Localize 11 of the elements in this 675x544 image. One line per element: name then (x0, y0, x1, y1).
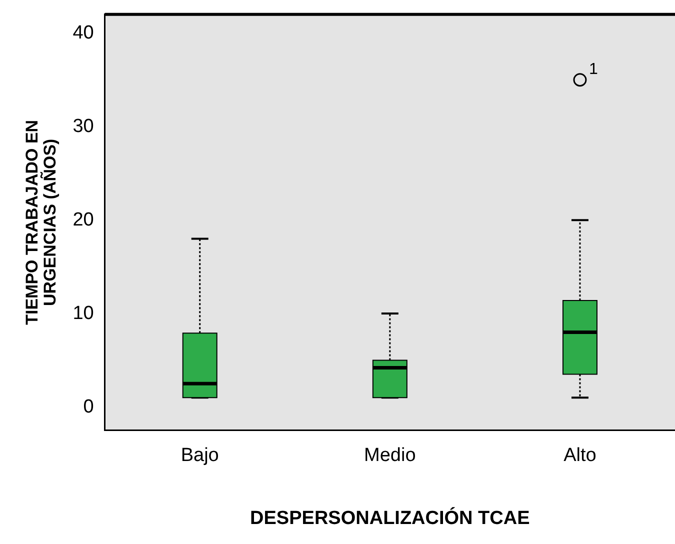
x-tick-label: Medio (364, 445, 416, 466)
y-tick-label: 0 (83, 396, 94, 418)
y-axis-title: TIEMPO TRABAJADO EN URGENCIAS (AÑOS) (22, 120, 60, 325)
x-axis-title: DESPERSONALIZACIÓN TCAE (250, 506, 530, 529)
annotation: 1 (588, 61, 598, 78)
y-tick-label: 10 (72, 302, 94, 324)
y-tick-label: 40 (72, 22, 94, 44)
x-tick-label: Bajo (180, 445, 219, 466)
x-tick-label: Alto (564, 445, 596, 466)
y-tick-label: 20 (72, 209, 94, 230)
y-tick-label: 30 (72, 116, 94, 137)
